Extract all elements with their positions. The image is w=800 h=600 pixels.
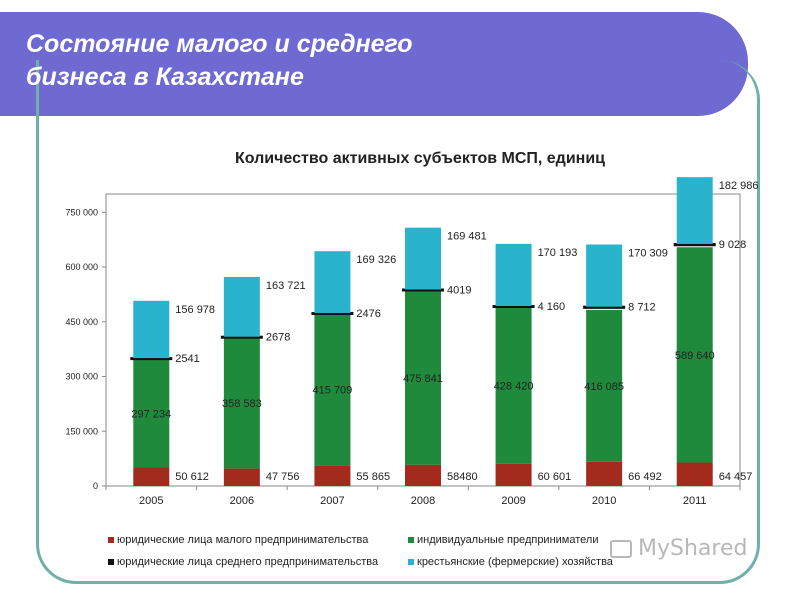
data-label-legal-medium: 4019	[447, 285, 471, 297]
data-label-individual: 297 234	[131, 408, 171, 420]
bar-farm	[495, 243, 532, 306]
x-tick-label: 2007	[320, 495, 344, 507]
y-tick-label: 150 000	[65, 426, 98, 436]
legend-label-individual: индивидуальные предприниматели	[417, 534, 599, 546]
data-label-legal-small: 64 457	[719, 471, 753, 483]
data-label-individual: 416 085	[584, 381, 624, 393]
bar-farm	[586, 244, 623, 307]
x-tick-label: 2009	[501, 495, 525, 507]
bar-legal_medium	[130, 357, 173, 361]
presentation-icon	[610, 540, 632, 558]
x-tick-label: 2010	[592, 495, 616, 507]
data-label-legal-medium: 2541	[175, 353, 199, 365]
bar-legal_medium	[492, 304, 535, 308]
y-tick-label: 300 000	[65, 372, 98, 382]
bar-legal_small	[405, 464, 441, 486]
legend-label-legal-medium: юридические лица среднего предпринимател…	[117, 556, 379, 568]
legend-item-individual: индивидуальные предприниматели	[408, 534, 598, 546]
data-label-legal-medium: 8 712	[628, 302, 656, 314]
bar-individual	[405, 290, 441, 465]
page-title: Состояние малого и среднего бизнеса в Ка…	[26, 28, 546, 94]
page-title-line2: бизнеса в Казахстане	[26, 63, 304, 91]
data-label-individual: 475 841	[403, 373, 443, 385]
bar-individual	[586, 309, 623, 462]
data-label-legal-small: 58480	[447, 471, 478, 483]
watermark-text: MyShared	[638, 536, 748, 561]
bar-legal_small	[133, 467, 170, 486]
bar-legal_medium	[402, 288, 444, 292]
page-title-line1: Состояние малого и среднего	[26, 30, 413, 58]
data-label-individual: 428 420	[494, 381, 534, 393]
data-label-individual: 358 583	[222, 398, 262, 410]
data-label-individual: 589 640	[675, 350, 715, 362]
bar-legal_small	[586, 461, 623, 486]
bar-legal_small	[223, 468, 260, 486]
x-tick-label: 2011	[683, 495, 707, 507]
bar-individual	[133, 359, 170, 468]
bar-farm	[223, 276, 260, 337]
x-tick-label: 2005	[139, 495, 163, 507]
data-label-farm: 170 309	[628, 248, 668, 260]
bar-legal_small	[495, 463, 532, 486]
bar-farm	[676, 177, 713, 244]
bar-farm	[405, 227, 441, 290]
legend-label-legal-small: юридические лица малого предпринимательс…	[117, 534, 369, 546]
bar-individual	[676, 247, 713, 463]
y-tick-label: 450 000	[65, 317, 98, 327]
watermark: MyShared	[610, 536, 747, 561]
bar-legal_medium	[583, 305, 626, 309]
legend-item-legal-medium: юридические лица среднего предпринимател…	[108, 556, 378, 568]
legend-swatch-legal-medium	[108, 559, 114, 565]
data-label-legal-small: 47 756	[266, 471, 300, 483]
bar-legal_medium	[673, 242, 716, 247]
data-label-legal-small: 50 612	[175, 471, 209, 483]
data-label-farm: 182 986	[719, 180, 759, 192]
data-label-legal-medium: 9 028	[719, 239, 747, 251]
legend-item-legal-small: юридические лица малого предпринимательс…	[108, 534, 368, 546]
slide-frame	[36, 60, 760, 584]
y-tick-label: 750 000	[65, 207, 98, 217]
banner-underline	[0, 116, 708, 119]
bar-individual	[314, 313, 351, 466]
data-label-legal-small: 66 492	[628, 471, 662, 483]
data-label-farm: 169 326	[356, 254, 396, 266]
title-banner	[0, 12, 748, 119]
y-tick-label: 0	[93, 481, 98, 491]
bar-legal_small	[314, 465, 351, 486]
bar-farm	[133, 300, 170, 359]
data-label-farm: 156 978	[175, 304, 215, 316]
legend-item-farm: крестьянские (фермерские) хозяйства	[408, 556, 613, 568]
data-label-legal-medium: 2476	[356, 308, 380, 320]
bar-legal_small	[676, 462, 713, 486]
legend-label-farm: крестьянские (фермерские) хозяйства	[417, 556, 613, 568]
x-tick-label: 2008	[411, 495, 435, 507]
data-label-legal-medium: 4 160	[538, 301, 566, 313]
x-tick-label: 2006	[230, 495, 254, 507]
data-label-farm: 169 481	[447, 231, 487, 243]
bar-farm	[314, 251, 351, 313]
bar-legal_medium	[311, 311, 354, 315]
chart-title: Количество активных субъектов МСП, едини…	[235, 150, 605, 167]
bar-individual	[223, 337, 260, 469]
y-tick-label: 600 000	[65, 262, 98, 272]
legend-swatch-individual	[408, 537, 414, 543]
data-label-legal-small: 55 865	[356, 471, 390, 483]
bar-legal_medium	[220, 335, 263, 339]
data-label-individual: 415 709	[313, 385, 353, 397]
legend-swatch-farm	[408, 559, 414, 565]
data-label-legal-small: 60 601	[538, 471, 572, 483]
data-label-farm: 163 721	[266, 280, 306, 292]
legend-swatch-legal-small	[108, 537, 114, 543]
data-label-legal-medium: 2678	[266, 332, 290, 344]
bar-individual	[495, 307, 532, 464]
data-label-farm: 170 193	[538, 247, 578, 259]
